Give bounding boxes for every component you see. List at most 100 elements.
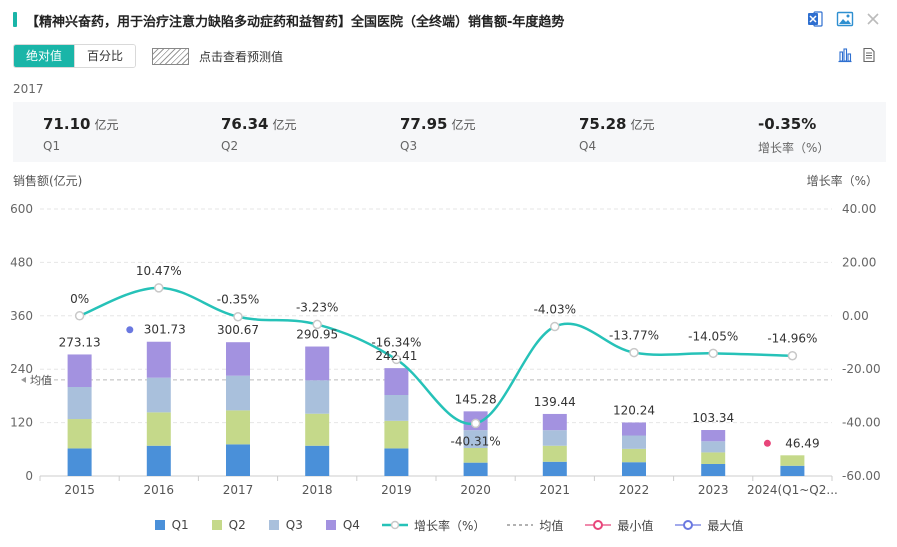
stat-value: 75.28 bbox=[579, 115, 627, 133]
stat-label: Q2 bbox=[221, 139, 239, 153]
growth-point bbox=[391, 354, 402, 365]
value-mode-toggle: 绝对值 百分比 bbox=[13, 44, 137, 68]
y-tick-label: 0 bbox=[25, 469, 33, 483]
stat-q1: 71.10 亿元 Q1 bbox=[43, 114, 118, 153]
growth-label: -16.34% bbox=[371, 335, 421, 349]
header: 【精神兴奋药，用于治疗注意力缺陷多动症药和益智药】全国医院（全终端）销售额-年度… bbox=[0, 0, 897, 40]
bar-segment-q2 bbox=[384, 420, 409, 449]
sales-trend-chart: 销售额(亿元) 增长率（%） 0 120 240 360 480 600 -60.00 -40.0… bbox=[10, 173, 881, 497]
tab-absolute-value[interactable]: 绝对值 bbox=[14, 45, 75, 67]
legend-swatch bbox=[325, 520, 336, 530]
legend-item[interactable]: Q4 bbox=[325, 518, 360, 532]
stat-value: 76.34 bbox=[221, 115, 269, 133]
x-tick-label: 2015 bbox=[64, 483, 95, 497]
growth-point bbox=[233, 311, 243, 322]
bar-chart-icon[interactable] bbox=[837, 47, 853, 63]
stat-value: 77.95 bbox=[400, 115, 448, 133]
bar-segment-q3 bbox=[226, 375, 250, 411]
bar-segment-q2 bbox=[701, 452, 726, 464]
document-icon[interactable] bbox=[861, 47, 877, 63]
chart-legend: Q1 Q2 Q3 Q4 增长率（%） 均值 最小值 最大值 bbox=[0, 515, 897, 535]
bar-segment-q4 bbox=[542, 413, 567, 431]
bar-segment-q2 bbox=[305, 413, 330, 446]
growth-point bbox=[708, 348, 718, 359]
summary-year: 2017 bbox=[13, 82, 44, 96]
y2-tick-label: -60.00 bbox=[842, 469, 881, 483]
x-tick-label: 2016 bbox=[144, 483, 175, 497]
growth-label: -3.23% bbox=[296, 300, 338, 314]
stat-unit: 亿元 bbox=[272, 118, 297, 132]
stat-unit: 亿元 bbox=[630, 118, 655, 132]
growth-label: -40.31% bbox=[451, 434, 501, 448]
stat-label: Q1 bbox=[43, 139, 61, 153]
total-label: 290.95 bbox=[296, 328, 338, 342]
legend-label: Q2 bbox=[228, 518, 246, 532]
stat-q2: 76.34 亿元 Q2 bbox=[221, 114, 296, 153]
x-tick-label: 2024(Q1~Q2... bbox=[747, 483, 838, 497]
y2-tick-label: -20.00 bbox=[842, 362, 881, 376]
bar-segment-q1 bbox=[67, 448, 92, 476]
bar-segment-q3 bbox=[305, 380, 330, 414]
legend-item[interactable]: 均值 bbox=[507, 517, 563, 534]
bar-segment-q3 bbox=[463, 430, 488, 448]
bar-segment-q3 bbox=[146, 377, 171, 413]
legend-item[interactable]: 最小值 bbox=[585, 517, 653, 534]
image-export-icon[interactable] bbox=[836, 10, 854, 28]
bar-segment-q2 bbox=[780, 455, 805, 466]
x-tick-label: 2020 bbox=[460, 483, 491, 497]
min-value-marker bbox=[763, 439, 771, 447]
x-tick-label: 2023 bbox=[698, 483, 729, 497]
legend-label: 最大值 bbox=[707, 518, 744, 533]
legend-swatch bbox=[585, 520, 612, 530]
legend-label: 均值 bbox=[539, 518, 564, 533]
bar-segment-q2 bbox=[67, 419, 92, 449]
y-tick-label: 360 bbox=[10, 309, 33, 323]
title-accent-bar bbox=[13, 12, 17, 27]
stat-label: Q3 bbox=[400, 139, 418, 153]
x-tick-label: 2019 bbox=[381, 483, 412, 497]
bar-segment-q2 bbox=[622, 448, 646, 463]
growth-label: -4.03% bbox=[534, 303, 576, 317]
total-label: 120.24 bbox=[613, 403, 655, 417]
legend-swatch bbox=[675, 520, 702, 530]
y2-axis-title: 增长率（%） bbox=[807, 173, 878, 188]
growth-point bbox=[470, 418, 481, 429]
forecast-toggle[interactable]: 点击查看预测值 bbox=[152, 46, 283, 66]
legend-swatch bbox=[154, 520, 165, 530]
x-tick-label: 2017 bbox=[223, 483, 254, 497]
legend-item[interactable]: Q1 bbox=[154, 518, 189, 532]
excel-export-icon[interactable] bbox=[806, 10, 824, 28]
tab-percentage[interactable]: 百分比 bbox=[74, 45, 136, 67]
bar-segment-q4 bbox=[226, 342, 250, 376]
x-tick-label: 2018 bbox=[302, 483, 333, 497]
stat-value: 71.10 bbox=[43, 115, 91, 133]
bar-segment-q2 bbox=[146, 412, 171, 446]
growth-label: -13.77% bbox=[609, 329, 659, 343]
y2-tick-label: 20.00 bbox=[842, 255, 876, 269]
y2-tick-label: -40.00 bbox=[842, 416, 881, 430]
legend-label: Q1 bbox=[171, 518, 189, 532]
bar-segment-q1 bbox=[146, 445, 171, 476]
bar-segment-q1 bbox=[226, 444, 250, 476]
page-title: 【精神兴奋药，用于治疗注意力缺陷多动症药和益智药】全国医院（全终端）销售额-年度… bbox=[26, 15, 565, 30]
growth-label: 10.47% bbox=[136, 264, 182, 278]
legend-swatch bbox=[268, 520, 279, 530]
legend-item[interactable]: Q3 bbox=[268, 518, 303, 532]
legend-item[interactable]: Q2 bbox=[211, 518, 246, 532]
stat-q4: 75.28 亿元 Q4 bbox=[579, 114, 654, 153]
growth-label: -14.96% bbox=[767, 332, 817, 346]
bar-segment-q2 bbox=[463, 447, 488, 463]
growth-point bbox=[154, 283, 164, 293]
y-tick-label: 120 bbox=[10, 416, 33, 430]
x-tick-label: 2021 bbox=[540, 483, 571, 497]
average-marker-arrow bbox=[21, 376, 26, 383]
legend-item[interactable]: 增长率（%） bbox=[381, 517, 485, 534]
growth-label: 0% bbox=[70, 292, 89, 306]
bar-segment-q1 bbox=[780, 465, 805, 476]
legend-item[interactable]: 最大值 bbox=[675, 517, 743, 534]
growth-point bbox=[550, 321, 560, 332]
legend-swatch bbox=[507, 524, 534, 526]
growth-point bbox=[787, 350, 798, 361]
growth-label: -14.05% bbox=[688, 329, 738, 343]
close-icon[interactable] bbox=[864, 10, 882, 28]
